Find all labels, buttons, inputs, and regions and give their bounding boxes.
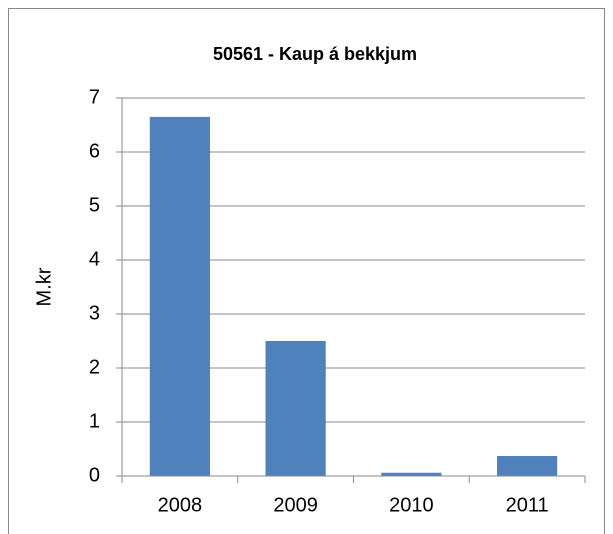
x-tick-label: 2008 — [158, 494, 203, 516]
y-tick-label: 6 — [89, 140, 100, 162]
chart-title: 50561 - Kaup á bekkjum — [213, 44, 417, 64]
x-tick-label: 2010 — [389, 494, 434, 516]
y-axis-label: M.kr — [33, 267, 55, 306]
x-tick-label: 2009 — [273, 494, 318, 516]
y-tick-label: 7 — [89, 86, 100, 108]
y-tick-label: 5 — [89, 194, 100, 216]
y-tick-label: 3 — [89, 302, 100, 324]
x-tick-label: 2011 — [506, 494, 549, 516]
bar — [497, 456, 558, 476]
y-tick-label: 2 — [89, 356, 100, 378]
bar — [265, 341, 326, 476]
y-tick-label: 4 — [89, 248, 100, 270]
bar — [149, 116, 210, 477]
y-tick-label: 1 — [89, 410, 100, 432]
bar — [381, 472, 442, 476]
y-tick-label: 0 — [89, 464, 100, 486]
